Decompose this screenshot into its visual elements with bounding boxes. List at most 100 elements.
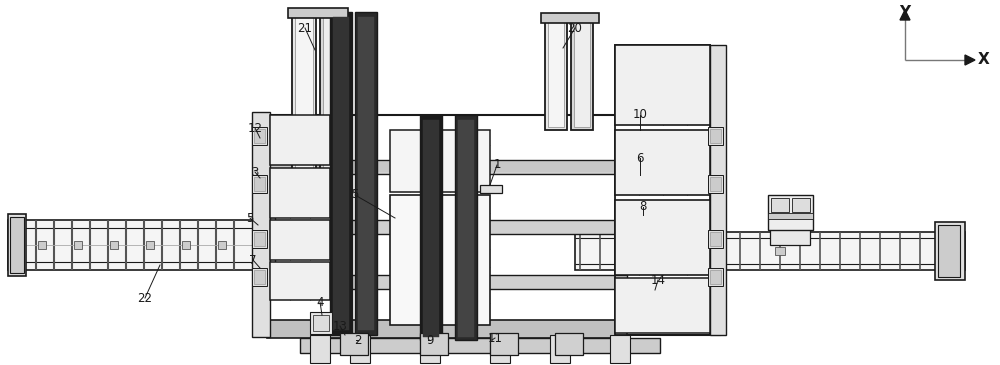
Bar: [288, 8, 348, 18]
Bar: [420, 335, 440, 363]
Bar: [10, 217, 24, 273]
Bar: [218, 241, 226, 249]
Bar: [146, 241, 154, 249]
Bar: [490, 333, 518, 355]
Bar: [267, 220, 627, 234]
Bar: [254, 270, 265, 284]
Bar: [252, 268, 267, 286]
Bar: [340, 333, 368, 355]
Bar: [267, 320, 627, 338]
Bar: [615, 247, 625, 255]
Bar: [270, 168, 330, 218]
Text: 8: 8: [639, 200, 647, 214]
Text: Y: Y: [899, 5, 911, 20]
Bar: [267, 160, 627, 174]
Text: 9: 9: [426, 334, 434, 346]
Bar: [270, 220, 330, 260]
Bar: [710, 177, 721, 191]
Bar: [252, 127, 267, 145]
Bar: [708, 175, 723, 193]
Bar: [420, 333, 448, 355]
Bar: [313, 315, 329, 331]
Bar: [710, 232, 721, 246]
Bar: [708, 268, 723, 286]
Text: 20: 20: [568, 22, 582, 35]
Bar: [792, 198, 810, 212]
Text: 11: 11: [488, 331, 503, 345]
Bar: [254, 177, 265, 191]
Bar: [295, 15, 313, 207]
Bar: [252, 230, 267, 248]
Bar: [710, 270, 721, 284]
Bar: [458, 120, 474, 337]
Bar: [935, 222, 965, 280]
Text: 12: 12: [248, 122, 262, 134]
Bar: [310, 312, 332, 334]
Bar: [252, 175, 267, 193]
Text: X: X: [978, 53, 990, 68]
Bar: [8, 214, 26, 276]
Bar: [333, 17, 349, 330]
Bar: [300, 338, 660, 353]
Bar: [110, 241, 118, 249]
Bar: [350, 335, 370, 363]
Bar: [710, 45, 726, 335]
Bar: [771, 198, 789, 212]
Bar: [270, 115, 330, 165]
Text: 5: 5: [351, 188, 359, 201]
Bar: [74, 241, 82, 249]
Text: 6: 6: [636, 151, 644, 165]
Bar: [182, 241, 190, 249]
Text: 3: 3: [251, 165, 259, 178]
Bar: [615, 278, 710, 333]
Bar: [265, 217, 275, 273]
Bar: [550, 335, 570, 363]
Bar: [710, 129, 721, 143]
Bar: [548, 21, 564, 127]
Text: 22: 22: [138, 292, 152, 304]
Text: 14: 14: [650, 273, 666, 287]
Bar: [390, 130, 490, 192]
Bar: [615, 45, 710, 335]
Text: 1: 1: [493, 158, 501, 172]
Bar: [490, 335, 510, 363]
Bar: [8, 220, 270, 270]
Bar: [775, 247, 785, 255]
Bar: [773, 218, 787, 230]
Bar: [270, 262, 330, 300]
Bar: [330, 12, 352, 335]
Bar: [938, 225, 960, 277]
Bar: [310, 335, 330, 363]
Bar: [615, 45, 710, 125]
Bar: [323, 15, 341, 207]
Bar: [708, 230, 723, 248]
Text: 7: 7: [249, 254, 257, 266]
Bar: [480, 185, 502, 193]
Bar: [545, 18, 567, 130]
Bar: [790, 218, 804, 230]
Bar: [38, 241, 46, 249]
Bar: [320, 12, 344, 210]
Bar: [252, 112, 270, 337]
Bar: [610, 335, 630, 363]
Bar: [768, 195, 813, 230]
Bar: [267, 115, 720, 335]
Polygon shape: [965, 55, 975, 65]
Bar: [267, 275, 627, 289]
Bar: [768, 213, 813, 219]
Bar: [615, 130, 710, 195]
Bar: [695, 247, 705, 255]
Bar: [254, 232, 265, 246]
Bar: [575, 232, 965, 270]
Text: 13: 13: [333, 319, 347, 333]
Polygon shape: [900, 10, 910, 20]
Bar: [708, 127, 723, 145]
Bar: [455, 115, 477, 340]
Text: 4: 4: [316, 296, 324, 308]
Text: 2: 2: [354, 334, 362, 346]
Text: 10: 10: [633, 108, 647, 122]
Bar: [574, 21, 590, 127]
Text: 21: 21: [298, 22, 312, 35]
Bar: [541, 13, 599, 23]
Bar: [254, 129, 265, 143]
